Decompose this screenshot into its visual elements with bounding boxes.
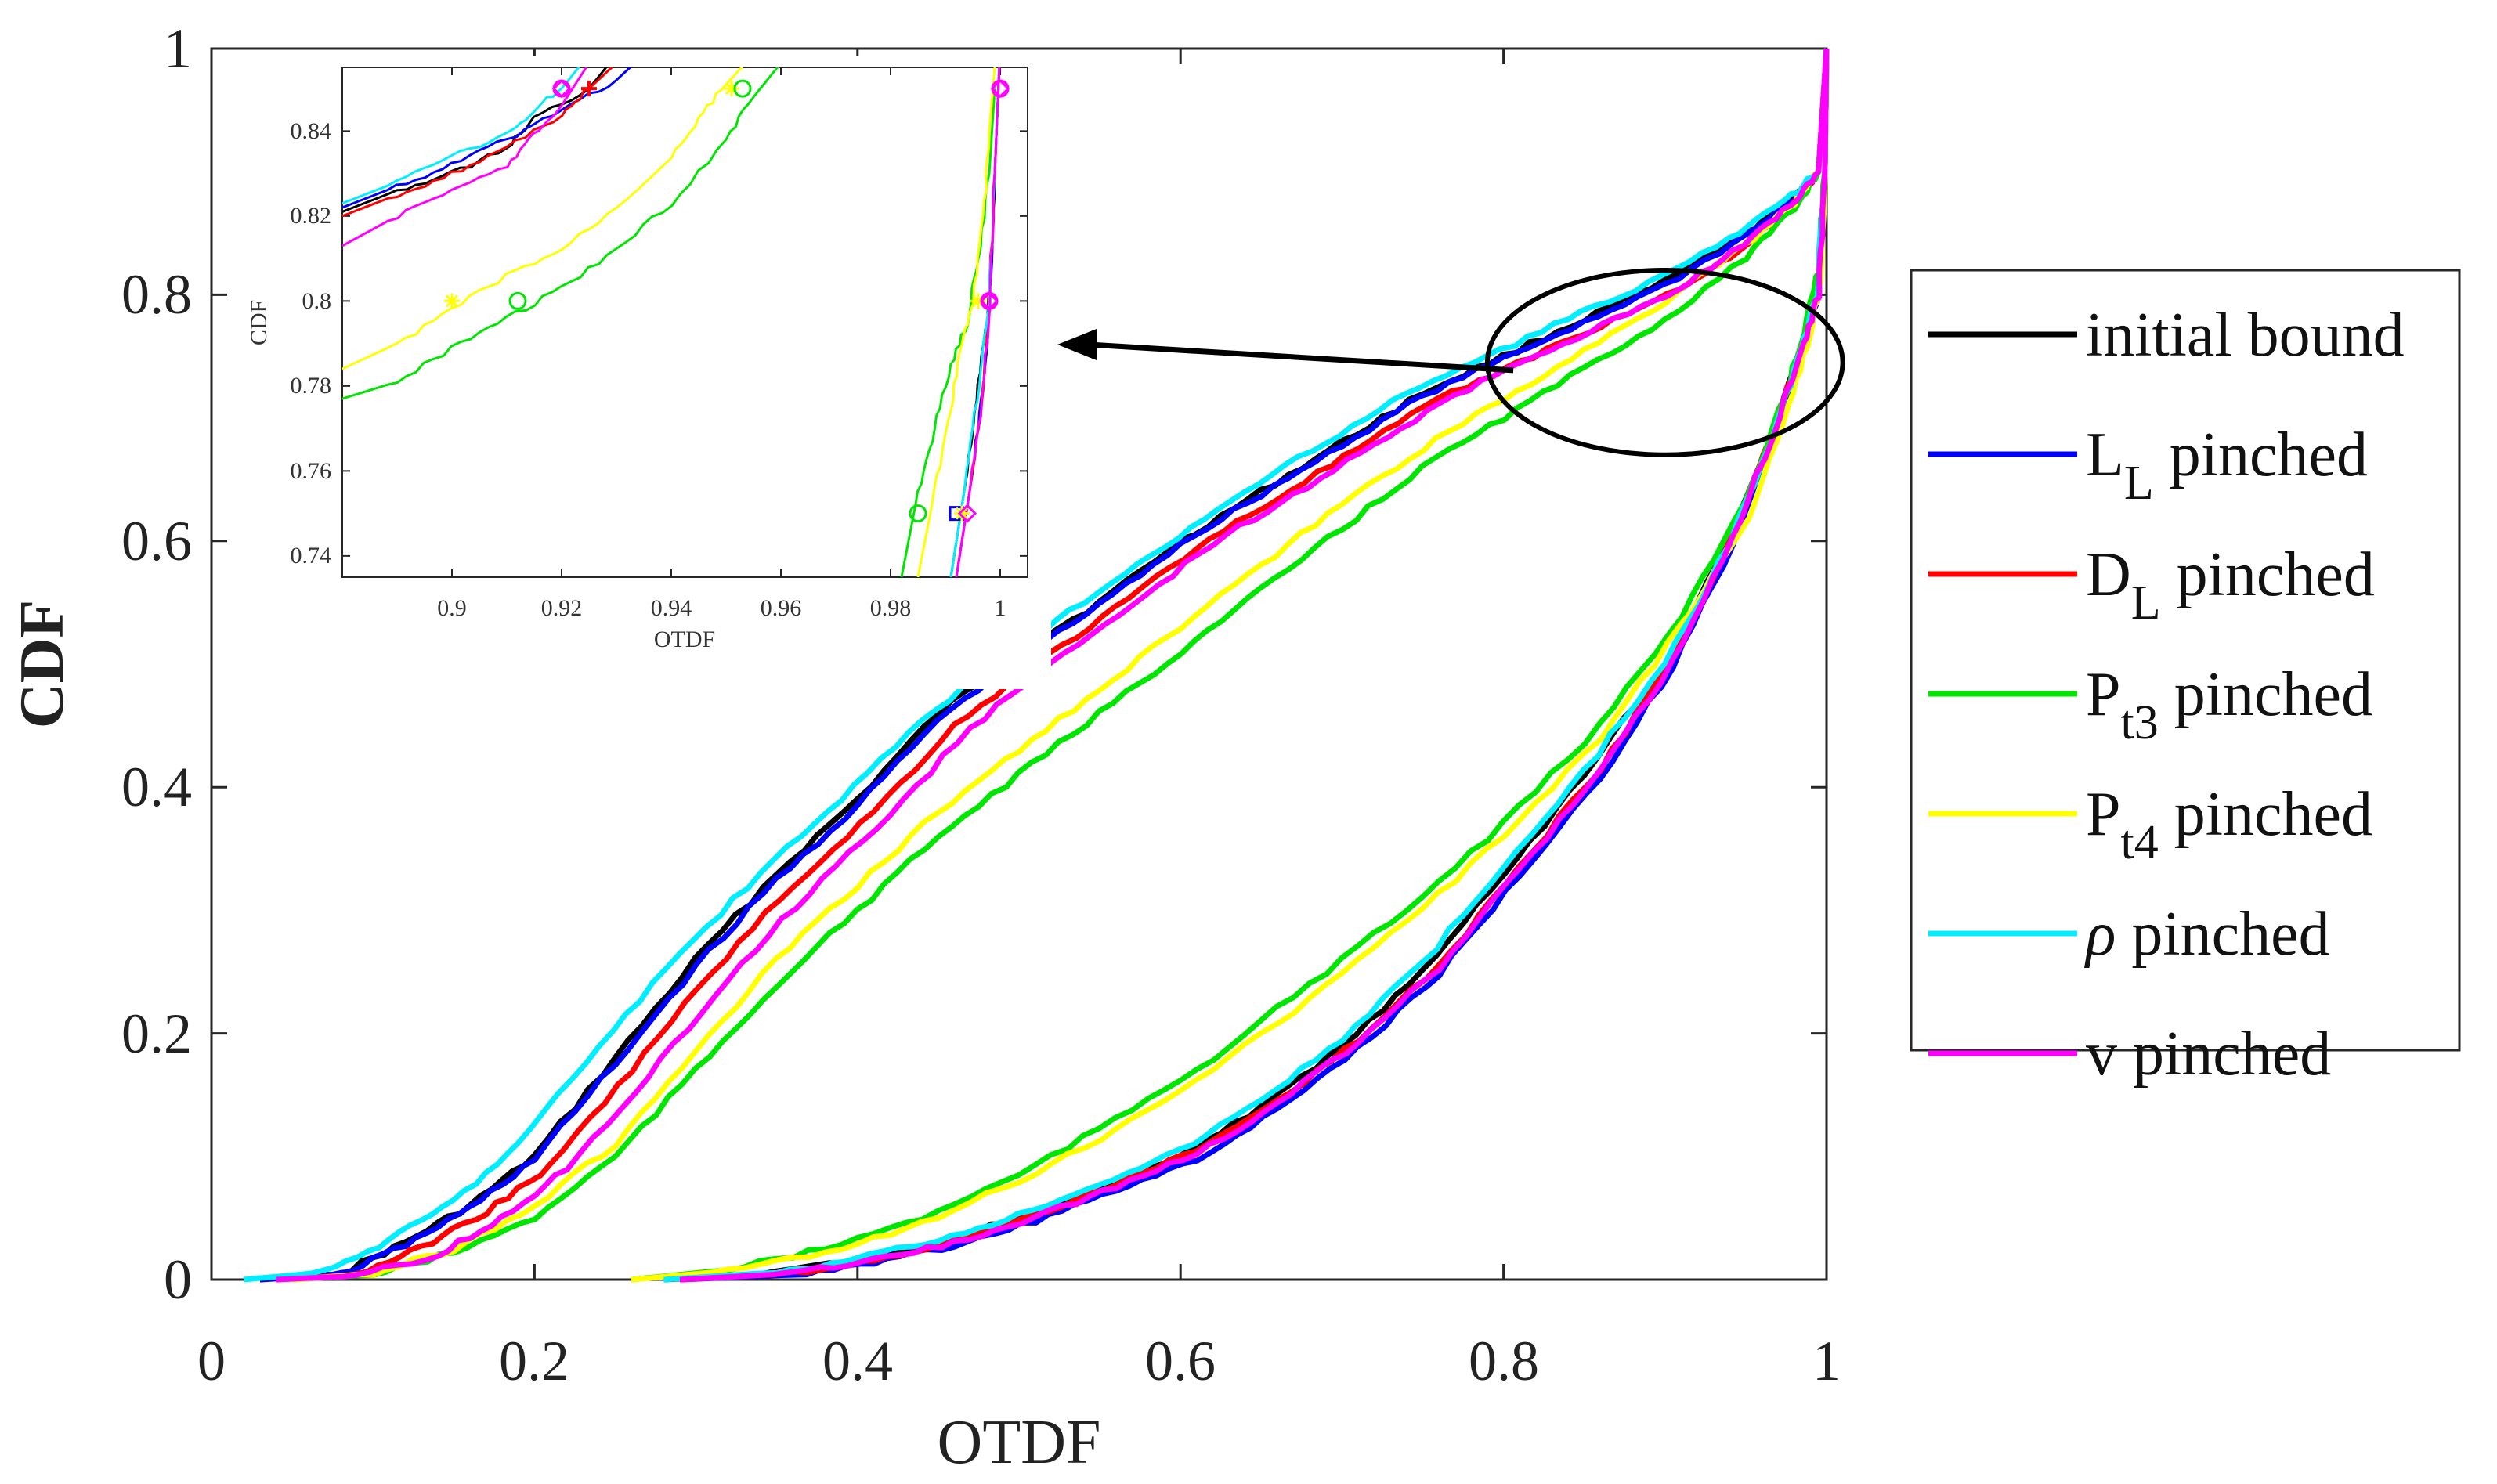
inset-y-tick-label: 0.76 (291, 458, 332, 484)
x-axis-title: OTDF (938, 1408, 1101, 1477)
y-tick-label: 0.8 (121, 263, 192, 326)
inset-marker-asterisk (970, 293, 986, 309)
legend-label-main: P (2086, 780, 2121, 849)
inset-x-tick-labels: 0.9 0.92 0.94 0.96 0.98 1 (437, 595, 1006, 621)
legend-label: DL pinched (2086, 540, 2375, 630)
inset-y-axis-title: CDF (246, 300, 272, 345)
inset-x-tick-label: 0.9 (437, 595, 467, 621)
legend-label-main: D (2086, 540, 2131, 609)
y-tick-label: 1 (164, 17, 192, 80)
inset-x-tick-label: 0.92 (541, 595, 583, 621)
legend-item: ρ pinched (1928, 900, 2330, 969)
legend-label-main: ρ (2083, 900, 2116, 969)
series-line-lower (259, 48, 1830, 1283)
y-tick-label: 0.6 (121, 510, 192, 572)
inset-marker-diamond (990, 79, 1010, 99)
callout-annotation (1057, 267, 1845, 457)
inset-series-line-lower (342, 67, 588, 247)
inset-series-line-lower (342, 67, 632, 209)
legend-label: initial bound (2086, 301, 2405, 370)
inset-y-tick-label: 0.74 (291, 543, 332, 569)
main-x-tick-labels: 0 0.2 0.4 0.6 0.8 1 (197, 1330, 1841, 1392)
inset-y-tick-labels: 0.74 0.76 0.78 0.8 0.82 0.84 (291, 118, 332, 569)
x-tick-label: 0.4 (822, 1330, 893, 1392)
inset-marker-asterisk (724, 81, 739, 97)
series-line-lower (276, 48, 1830, 1283)
inset-series-line-lower (342, 67, 744, 370)
inset-marker-diamond (551, 79, 572, 99)
callout-arrowhead (1057, 329, 1097, 360)
inset-y-tick-label: 0.82 (291, 203, 332, 229)
legend-label: LL pinched (2086, 421, 2368, 510)
series-line-upper (679, 48, 1830, 1283)
x-tick-label: 1 (1812, 1330, 1841, 1392)
legend-label-suffix: pinched (2116, 900, 2329, 969)
legend-label-main: initial bound (2086, 301, 2405, 370)
inset-series-group (342, 67, 1001, 577)
legend-item: LL pinched (1928, 421, 2368, 510)
series-line-upper (631, 48, 1830, 1283)
legend-label-suffix: pinched (2154, 421, 2368, 489)
inset-marker-circle (733, 79, 752, 98)
inset-marker-diamond (957, 504, 977, 523)
y-tick-label: 0 (164, 1248, 192, 1311)
legend-label-suffix: pinched (2159, 780, 2372, 849)
inset-marker-plus (581, 81, 597, 97)
x-tick-label: 0.2 (499, 1330, 569, 1392)
legend-label-subscript: t4 (2121, 816, 2159, 869)
inset-marker-asterisk (954, 505, 970, 522)
legend-label-suffix: pinched (2117, 1020, 2331, 1089)
main-series-group (243, 48, 1830, 1283)
series-line-lower (291, 48, 1830, 1283)
inset-x-tick-label: 0.94 (651, 595, 692, 621)
legend-item: Pt3 pinched (1928, 660, 2372, 749)
legend-item: initial bound (1928, 301, 2405, 370)
inset-marker-circle (909, 504, 927, 523)
inset-series-line-upper (955, 67, 1001, 577)
inset-marker-circle (508, 291, 527, 310)
y-tick-label: 0.2 (121, 1002, 192, 1065)
y-axis-title: CDF (8, 600, 77, 728)
legend-item: Pt4 pinched (1928, 780, 2372, 869)
legend-label-suffix: pinched (2159, 660, 2372, 729)
inset-x-tick-label: 1 (995, 595, 1006, 621)
inset-marker-asterisk (444, 293, 460, 309)
inset-series-line-lower (342, 67, 580, 205)
inset-y-tick-label: 0.78 (291, 373, 332, 399)
x-tick-label: 0.8 (1469, 1330, 1539, 1392)
legend-label-main: P (2086, 660, 2121, 729)
inset-x-axis-title: OTDF (654, 626, 715, 652)
inset-series-line-lower (342, 67, 779, 400)
x-tick-label: 0.6 (1145, 1330, 1216, 1392)
inset-x-tick-label: 0.96 (761, 595, 802, 621)
inset-y-tick-label: 0.84 (291, 118, 332, 144)
legend-box (1910, 269, 2461, 1052)
inset-marker-diamond (979, 291, 999, 311)
legend-label: ρ pinched (2083, 900, 2330, 969)
inset-x-tick-label: 0.98 (870, 595, 912, 621)
callout-ellipse (1484, 267, 1845, 457)
legend-label: Pt3 pinched (2086, 660, 2372, 749)
callout-arrow-line (1088, 341, 1514, 374)
legend-label-subscript: L (2124, 457, 2154, 510)
legend-label-subscript: t3 (2121, 696, 2159, 749)
legend-label-suffix: pinched (2161, 540, 2375, 609)
x-tick-label: 0 (197, 1330, 226, 1392)
legend-label: Pt4 pinched (2086, 780, 2372, 869)
main-y-tick-labels: 0 0.2 0.4 0.6 0.8 1 (121, 17, 192, 1311)
legend-label-subscript: L (2131, 576, 2161, 630)
legend-label-main: L (2086, 421, 2124, 489)
inset-series-line-upper (916, 67, 996, 577)
inset-markers-group (444, 79, 1010, 523)
legend-label: v pinched (2086, 1020, 2331, 1089)
legend-item: DL pinched (1928, 540, 2375, 630)
inset-y-tick-label: 0.8 (302, 288, 332, 314)
legend-label-main: v (2086, 1020, 2117, 1089)
inset-plot-area (341, 67, 1028, 578)
y-tick-label: 0.4 (121, 756, 192, 818)
legend-item: v pinched (1928, 1020, 2331, 1089)
